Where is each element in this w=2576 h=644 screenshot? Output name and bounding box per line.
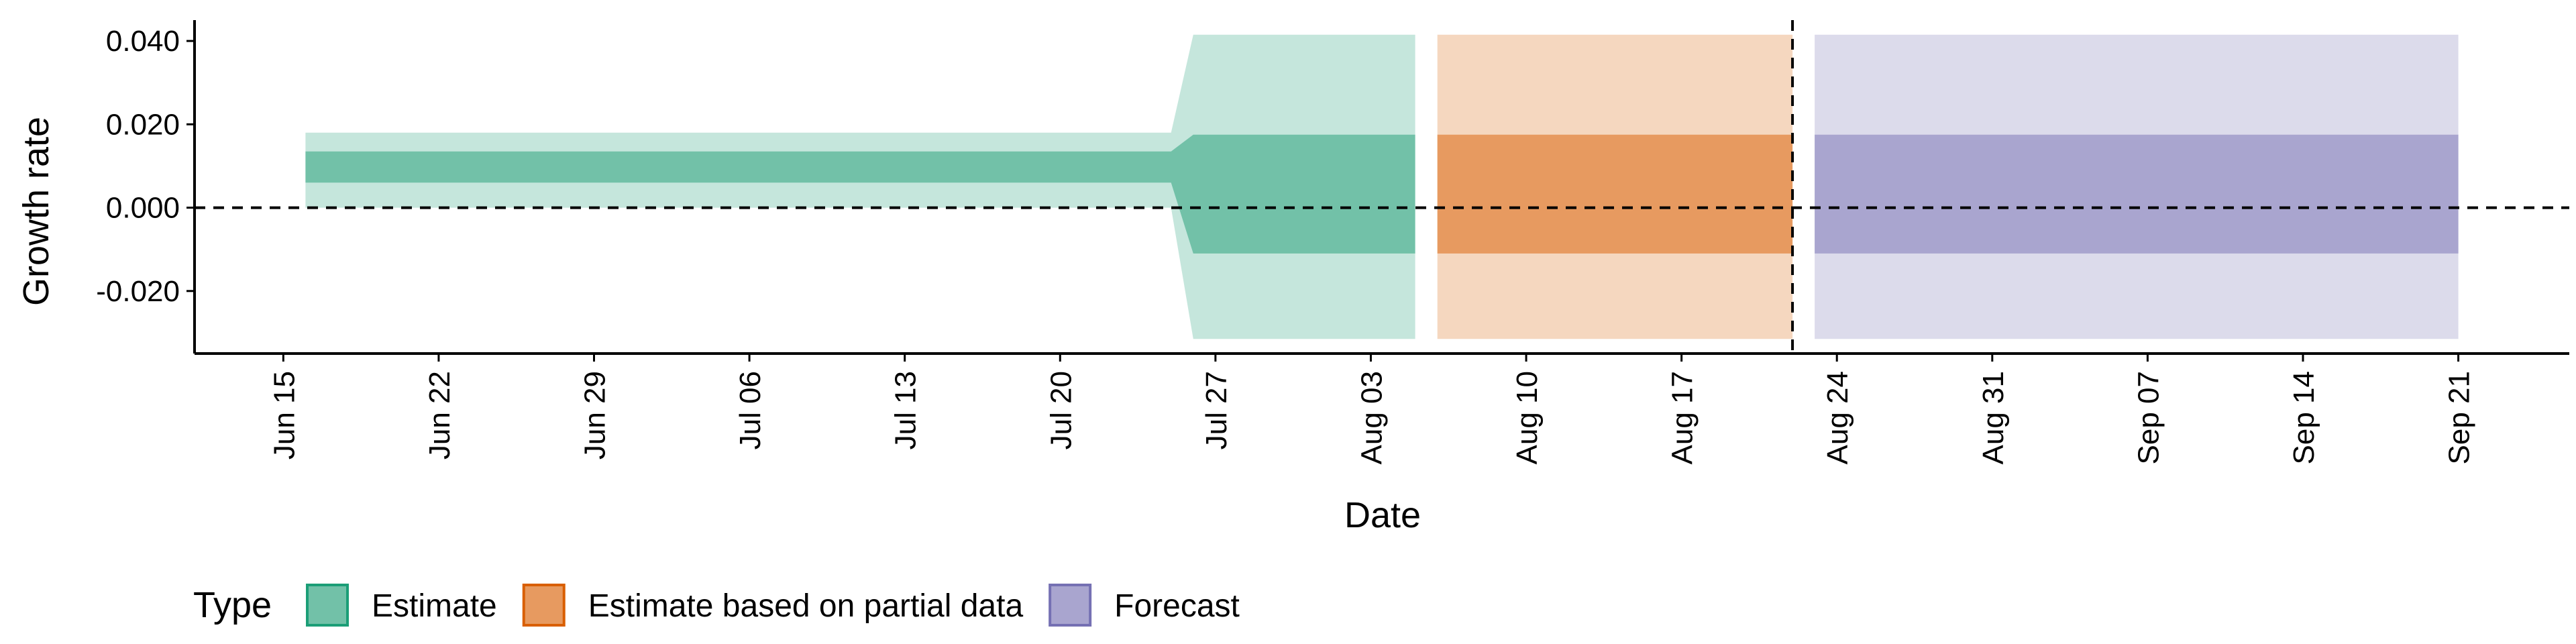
y-tick-label: 0.000 xyxy=(106,192,180,225)
legend-label-estimate: Estimate xyxy=(372,588,497,624)
y-tick-label: -0.020 xyxy=(96,275,180,308)
x-tick-label: Aug 17 xyxy=(1666,371,1699,464)
x-tick-label: Aug 10 xyxy=(1511,371,1544,464)
x-tick-label: Jun 29 xyxy=(579,371,612,460)
axes: 0.040 0.020 0.000 -0.020 Jun 15 Jun 22 Jun 29 J… xyxy=(96,20,2569,464)
x-tick-label: Aug 24 xyxy=(1821,371,1854,464)
x-tick-label: Jul 13 xyxy=(890,371,922,449)
estimate-inner-band xyxy=(305,134,1415,254)
legend-swatch-estimate xyxy=(306,584,349,627)
x-tick-label: Aug 03 xyxy=(1355,371,1388,464)
legend-swatch-estimate-based-on-partial-data xyxy=(522,584,566,627)
x-tick-label: Sep 07 xyxy=(2132,371,2165,464)
x-tick-label: Jul 06 xyxy=(734,371,767,449)
y-tick-label: 0.040 xyxy=(106,25,180,58)
legend: Type Estimate Estimate based on partial da… xyxy=(193,584,1240,627)
x-tick-label: Jul 27 xyxy=(1200,371,1233,449)
x-tick-label: Jun 22 xyxy=(423,371,456,460)
x-axis-title: Date xyxy=(1344,495,1421,535)
legend-label-estimate-based-on-partial-data: Estimate based on partial data xyxy=(588,588,1024,624)
legend-swatch-forecast xyxy=(1049,584,1092,627)
x-tick-label: Jul 20 xyxy=(1044,371,1077,449)
estimate-outer-band xyxy=(305,34,1415,339)
legend-title: Type xyxy=(193,585,272,625)
estimate-based-on-partial-data-inner-band xyxy=(1437,134,1793,254)
legend-label-forecast: Forecast xyxy=(1114,588,1240,624)
x-tick-label: Sep 21 xyxy=(2443,371,2476,464)
x-tick-label: Sep 14 xyxy=(2288,371,2320,464)
reference-lines xyxy=(195,20,2569,354)
forecast-inner-band xyxy=(1815,134,2459,254)
plot-bands xyxy=(305,34,2459,339)
y-axis-title: Growth rate xyxy=(16,117,56,306)
x-tick-label: Aug 31 xyxy=(1977,371,2010,464)
x-tick-label: Jun 15 xyxy=(268,371,301,460)
y-tick-label: 0.020 xyxy=(106,108,180,141)
